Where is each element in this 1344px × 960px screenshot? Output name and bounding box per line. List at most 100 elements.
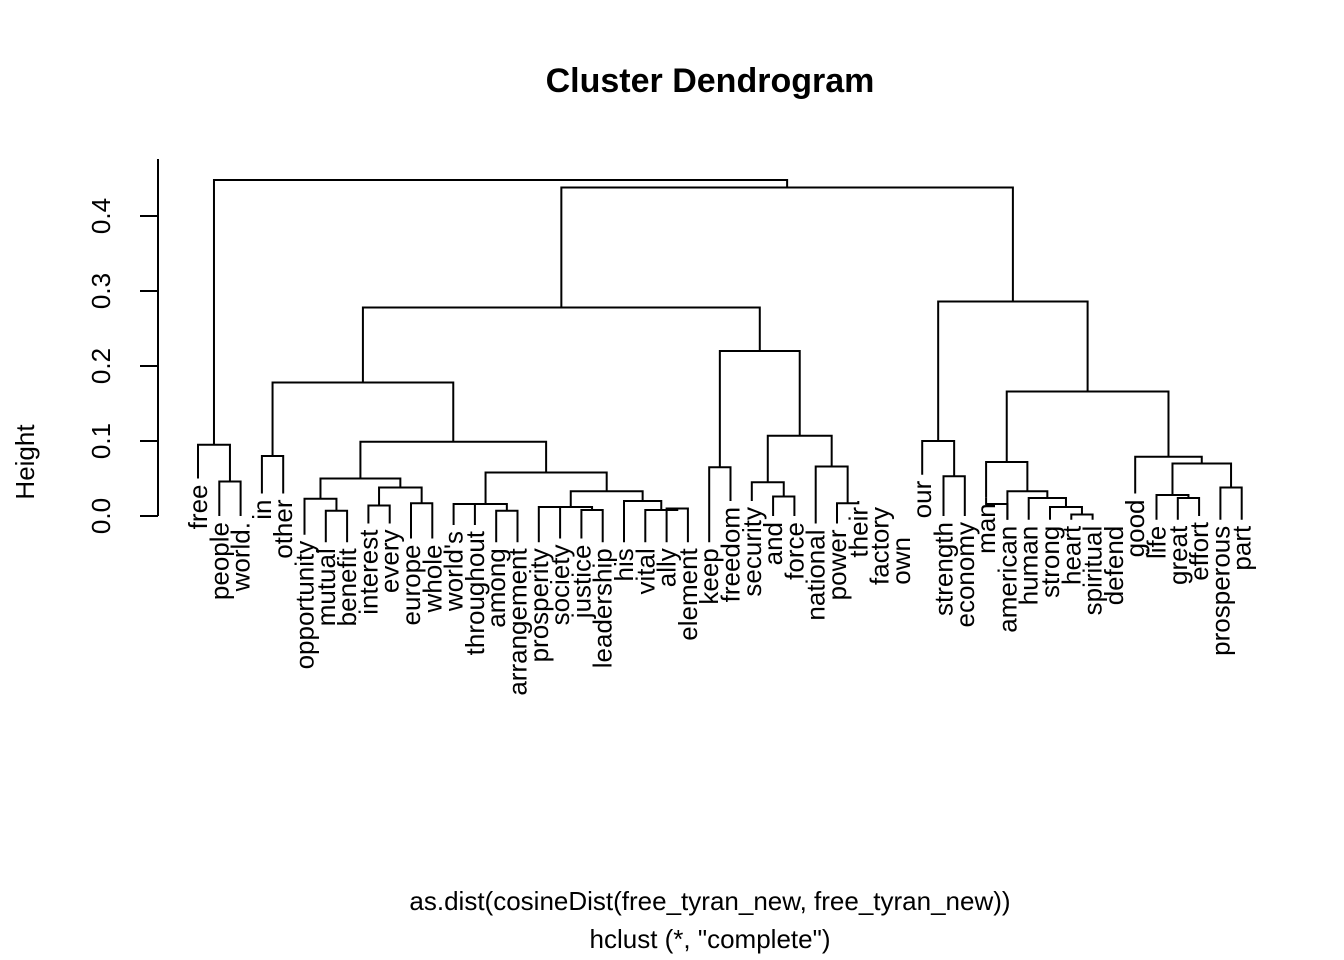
- leaf-label: opportunity: [290, 541, 320, 670]
- y-tick-label: 0.1: [86, 423, 116, 459]
- leaf-label: his: [609, 548, 639, 581]
- dendrogram-link: [665, 507, 689, 543]
- leaf-label: man: [971, 503, 1001, 554]
- dendrogram-link: [921, 440, 956, 477]
- leaf-label: europe: [396, 545, 426, 626]
- y-axis-label: Height: [10, 424, 40, 500]
- dendrogram-link: [569, 490, 644, 507]
- dendrogram-link: [942, 475, 966, 516]
- leaf-label: good: [1120, 500, 1150, 558]
- leaf-label: strong: [1035, 526, 1065, 598]
- leaf-label: element: [673, 547, 703, 640]
- dendrogram-link: [1134, 455, 1203, 494]
- leaf-label: people: [204, 522, 234, 600]
- leaf-label: throughout: [460, 530, 490, 655]
- dendrogram-link: [985, 497, 1009, 520]
- leaf-label: economy: [950, 522, 980, 628]
- dendrogram-link: [537, 506, 562, 543]
- leaf-label: world's: [439, 531, 469, 612]
- leaf-label: and: [758, 522, 788, 565]
- dendrogram-link: [766, 434, 833, 483]
- dendrogram-link: [1070, 513, 1094, 520]
- leaf-label: mutual: [311, 548, 341, 626]
- leaf-label: our: [907, 480, 937, 518]
- leaf-label: interest: [353, 529, 383, 615]
- leaf-label: world.: [226, 522, 256, 592]
- dendrogram-link: [1005, 390, 1170, 462]
- dendrogram-link: [560, 186, 1014, 308]
- leaf-label: force: [779, 522, 809, 580]
- dendrogram-link: [1176, 497, 1201, 520]
- leaf-label: free: [183, 485, 213, 530]
- y-tick-label: 0.2: [86, 348, 116, 384]
- leaf-label: factory: [865, 507, 895, 585]
- leaf-label: effort: [1184, 521, 1214, 581]
- y-tick-label: 0.0: [86, 498, 116, 534]
- leaf-label: human: [1014, 526, 1044, 606]
- dendrogram-link: [361, 306, 761, 383]
- leaf-label: every: [375, 530, 405, 594]
- leaf-label: life: [1142, 526, 1172, 559]
- leaf-label: prosperity: [524, 548, 554, 662]
- leaf-label: keep: [694, 548, 724, 604]
- dendrogram-link: [750, 481, 785, 501]
- chart-title: Cluster Dendrogram: [546, 62, 875, 100]
- leaf-labels: freepeopleworld.inotheropportunitymutual…: [183, 480, 1257, 695]
- leaf-label: defend: [1099, 526, 1129, 606]
- dendrogram-link: [1219, 486, 1243, 520]
- dendrogram-link: [212, 179, 789, 445]
- dendrogram-link: [495, 509, 519, 543]
- leaf-label: justice: [566, 545, 596, 620]
- leaf-label: arrangement: [503, 547, 533, 695]
- dendrogram-link: [324, 509, 349, 543]
- dendrogram-link: [367, 504, 391, 524]
- x-axis-label: as.dist(cosineDist(free_tyran_new, free_…: [409, 886, 1010, 916]
- leaf-label: other: [268, 499, 298, 559]
- dendrogram-link: [484, 471, 608, 504]
- dendrogram-link: [464, 503, 508, 511]
- leaf-label: strength: [929, 522, 959, 616]
- dendrogram-branches: [197, 179, 1243, 543]
- leaf-label: prosperous: [1205, 526, 1235, 656]
- leaf-label: own: [886, 537, 916, 585]
- dendrogram-link: [1027, 497, 1067, 520]
- dendrogram-link: [1006, 490, 1049, 520]
- leaf-label: ally: [652, 548, 682, 587]
- dendrogram-link: [303, 497, 338, 535]
- leaf-label: their: [843, 507, 873, 558]
- dendrogram-link: [644, 508, 679, 543]
- dendrogram-link: [580, 509, 604, 543]
- dendrogram-link: [718, 350, 801, 468]
- leaf-label: benefit: [332, 547, 362, 626]
- dendrogram-link: [197, 443, 231, 482]
- dendrogram-link: [1049, 506, 1083, 520]
- dendrogram-link: [549, 506, 594, 510]
- dendrogram-link: [937, 300, 1089, 441]
- chart-subtitle: hclust (*, "complete"): [590, 924, 831, 954]
- leaf-label: great: [1163, 525, 1193, 585]
- dendrogram-link: [260, 455, 285, 494]
- y-tick-label: 0.3: [86, 273, 116, 309]
- leaf-label: power: [822, 529, 852, 600]
- leaf-label: society: [545, 545, 575, 626]
- leaf-label: national: [801, 530, 831, 621]
- leaf-label: spiritual: [1078, 526, 1108, 616]
- leaf-label: heart: [1056, 525, 1086, 585]
- leaf-label: part: [1227, 525, 1257, 571]
- y-axis: 0.0 0.1 0.2 0.3 0.4: [86, 159, 159, 534]
- dendrogram-link: [319, 477, 402, 499]
- leaf-label: american: [992, 526, 1022, 633]
- leaf-label: vital: [630, 548, 660, 594]
- leaf-label: whole: [417, 545, 447, 614]
- dendrogram-link: [410, 502, 434, 539]
- dendrogram-link: [218, 480, 242, 516]
- y-tick-label: 0.4: [86, 198, 116, 234]
- dendrogram-link: [271, 381, 455, 456]
- dendrogram-link: [1171, 462, 1233, 495]
- leaf-label: among: [481, 548, 511, 628]
- leaf-label: in: [247, 500, 277, 520]
- leaf-label: freedom: [716, 507, 746, 602]
- leaf-label: leadership: [588, 548, 618, 668]
- dendrogram-link: [623, 500, 663, 543]
